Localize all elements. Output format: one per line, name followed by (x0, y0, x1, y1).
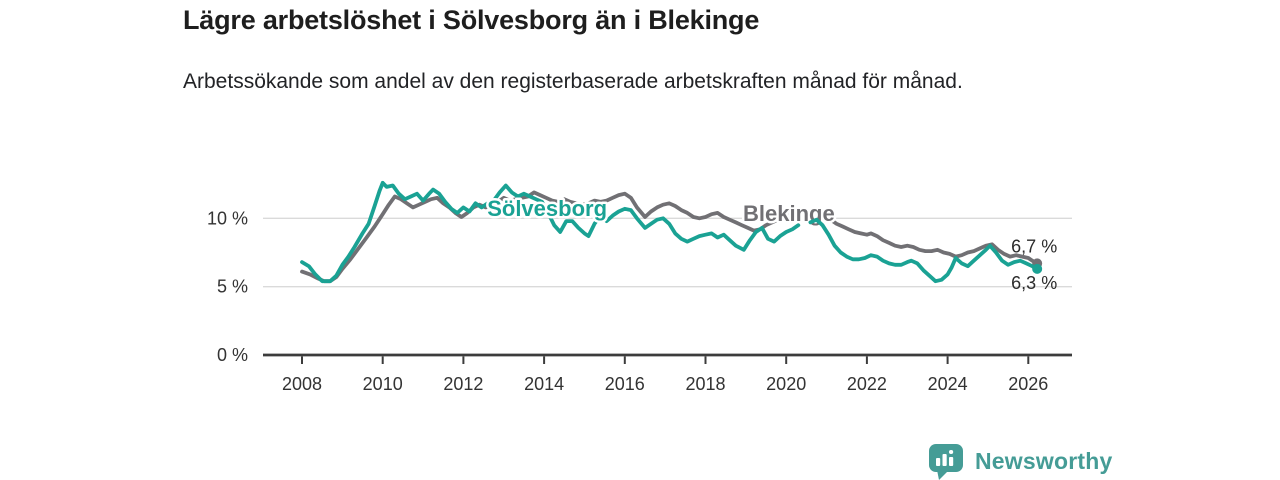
x-tick-label: 2016 (605, 374, 645, 394)
x-tick-label: 2008 (282, 374, 322, 394)
series-label-blekinge: Blekinge (743, 201, 835, 226)
series-line-slvesborg (808, 217, 1040, 284)
end-dot-slvesborg (1032, 263, 1043, 274)
y-tick-label: 5 % (217, 277, 248, 297)
x-tick-label: 2022 (847, 374, 887, 394)
page-subtitle: Arbetssökande som andel av den registerb… (183, 70, 963, 93)
page-title: Lägre arbetslöshet i Sölvesborg än i Ble… (183, 5, 760, 35)
x-tick-label: 2014 (524, 374, 564, 394)
x-tick-label: 2020 (766, 374, 806, 394)
x-tick-label: 2010 (363, 374, 403, 394)
newsworthy-logo: Newsworthy (928, 443, 1112, 480)
bar-chart-bubble-icon (929, 444, 963, 480)
series-line-slvesborg (300, 180, 801, 284)
series-line-blekinge (808, 209, 1040, 266)
x-tick-label: 2018 (685, 374, 725, 394)
end-value-label-blekinge: 6,7 % (1011, 236, 1057, 256)
series-label-slvesborg: Sölvesborg (487, 196, 607, 221)
logo-text: Newsworthy (975, 448, 1113, 474)
x-tick-label: 2024 (928, 374, 968, 394)
x-tick-label: 2026 (1008, 374, 1048, 394)
x-tick-label: 2012 (443, 374, 483, 394)
end-value-label-slvesborg: 6,3 % (1011, 273, 1057, 293)
series-line-blekinge (300, 190, 801, 284)
y-tick-label: 0 % (217, 345, 248, 365)
y-tick-label: 10 % (207, 208, 248, 228)
